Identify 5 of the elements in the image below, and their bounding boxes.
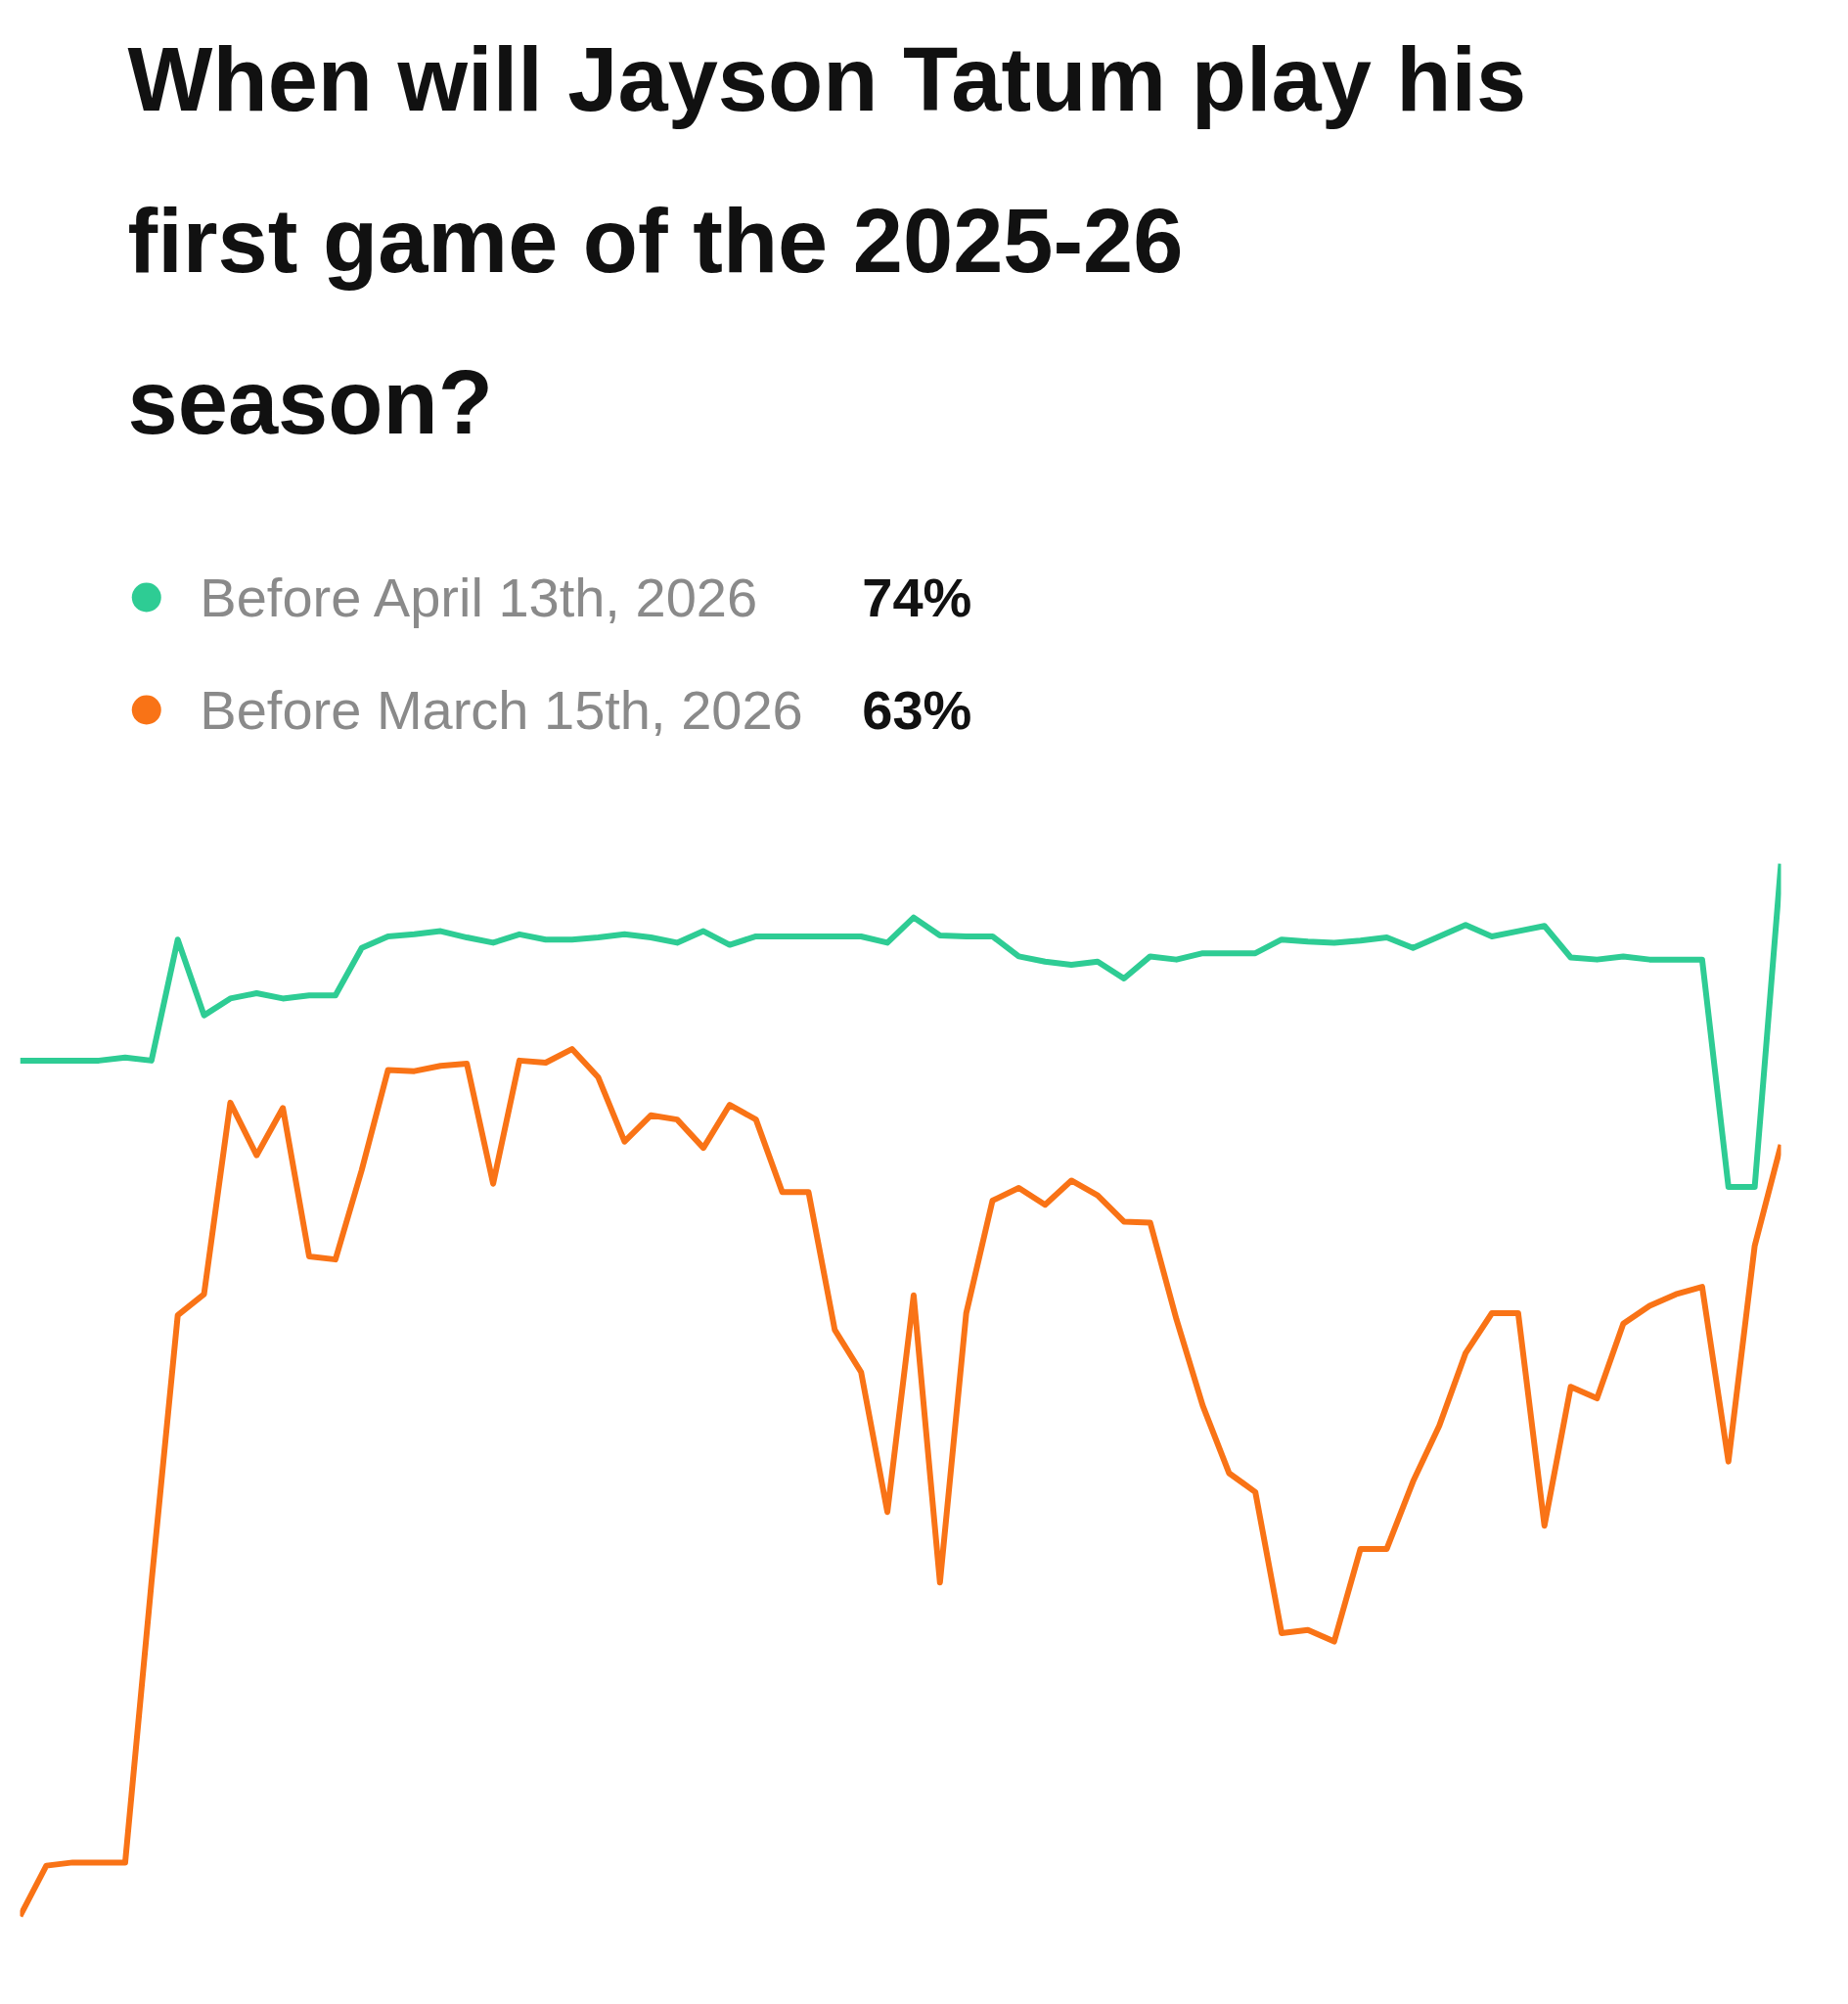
legend-label: Before April 13th, 2026 (200, 567, 758, 628)
text: 63% (862, 679, 972, 741)
text: 74% (862, 567, 972, 628)
legend-label: Before March 15th, 2026 (200, 679, 803, 741)
chart-title: When will Jayson Tatum play his first game of the 2025-26 season? (127, 28, 1527, 452)
